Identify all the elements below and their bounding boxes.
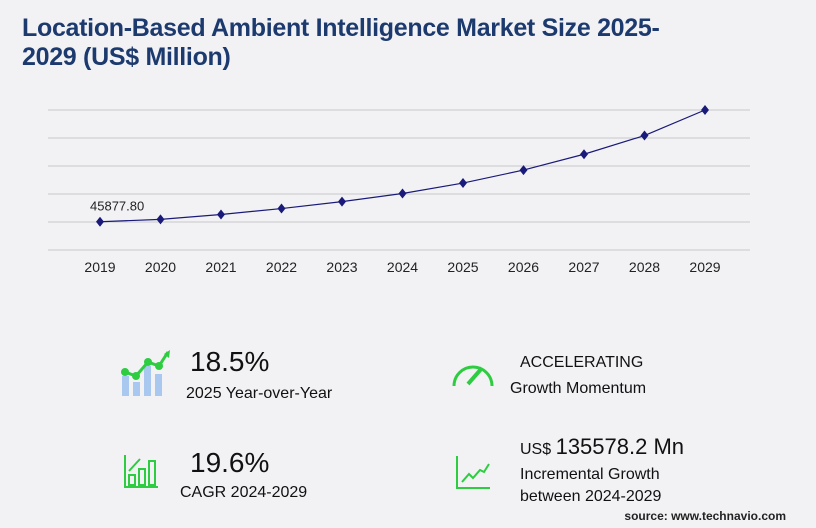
chart-title: Location-Based Ambient Intelligence Mark… xyxy=(22,14,660,71)
data-point xyxy=(217,209,225,220)
x-tick-label: 2027 xyxy=(568,259,599,275)
line-chart: 2019 2020 2021 2022 2023 2024 2025 2026 2027 2028… xyxy=(48,105,750,275)
x-tick-label: 2022 xyxy=(266,259,297,275)
momentum-value: ACCELERATING xyxy=(520,354,644,371)
x-tick-label: 2028 xyxy=(629,259,660,275)
data-point xyxy=(580,149,588,160)
data-point xyxy=(640,130,649,141)
data-label: 45877.80 xyxy=(90,199,144,214)
x-tick-label: 2023 xyxy=(326,259,357,275)
x-tick-label: 2020 xyxy=(145,259,176,275)
speedometer-icon xyxy=(450,360,496,393)
bar-line-chart-icon xyxy=(118,350,170,403)
data-point xyxy=(156,214,165,225)
yoy-label: 2025 Year-over-Year xyxy=(186,385,333,402)
data-point xyxy=(338,196,346,207)
data-point xyxy=(277,203,286,214)
incr-amount: 135578.2 Mn xyxy=(555,434,685,459)
incr-label-2: between 2024-2029 xyxy=(520,488,662,505)
incremental-growth-value: US$ 135578.2 Mn xyxy=(520,434,684,460)
data-point xyxy=(519,165,528,176)
data-point xyxy=(96,216,104,227)
data-point xyxy=(701,105,709,115)
trend-up-icon xyxy=(456,456,490,495)
data-point xyxy=(398,188,407,199)
yoy-value: 18.5% xyxy=(190,346,270,377)
x-tick-label: 2025 xyxy=(447,259,478,275)
growth-bars-icon xyxy=(124,455,158,494)
source-text: source: www.technavio.com xyxy=(624,509,786,523)
x-tick-label: 2029 xyxy=(689,259,720,275)
x-tick-label: 2019 xyxy=(84,259,115,275)
momentum-label: Growth Momentum xyxy=(510,380,647,397)
x-tick-label: 2024 xyxy=(387,259,418,275)
cagr-value: 19.6% xyxy=(190,447,270,478)
x-tick-label: 2026 xyxy=(508,259,539,275)
cagr-label: CAGR 2024-2029 xyxy=(180,484,308,501)
data-point xyxy=(459,178,467,189)
x-tick-label: 2021 xyxy=(205,259,236,275)
currency-prefix: US$ xyxy=(520,441,552,458)
incr-label-1: Incremental Growth xyxy=(520,466,660,483)
